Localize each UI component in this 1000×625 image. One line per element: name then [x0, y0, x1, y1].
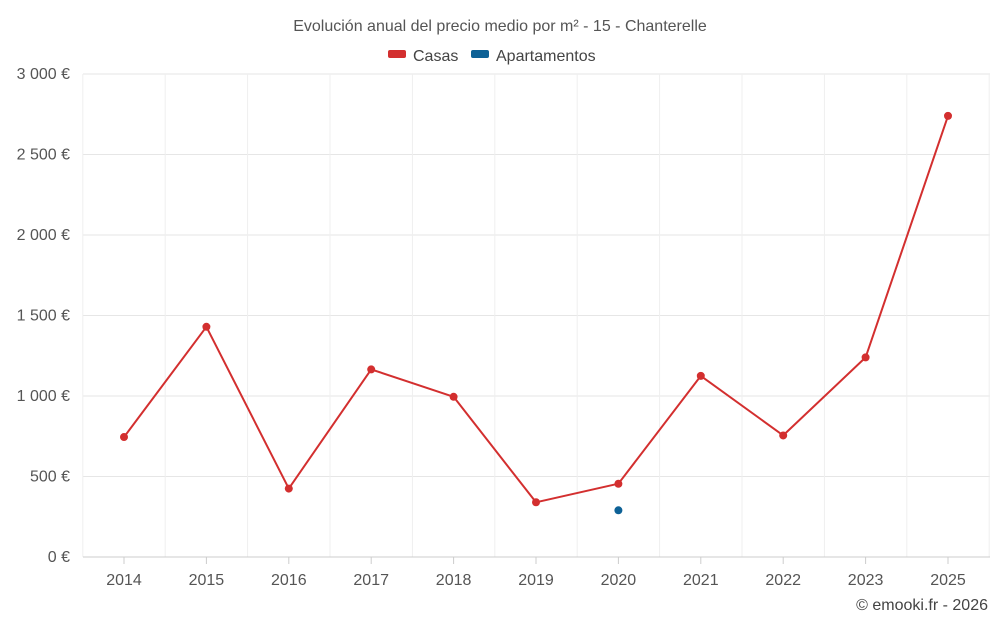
- y-tick-label: 2 000 €: [17, 227, 70, 244]
- data-point-apartamentos: [614, 506, 623, 515]
- legend-swatch-apartamentos: [471, 50, 489, 58]
- legend-swatch-casas: [388, 50, 406, 58]
- data-point-casas: [532, 498, 540, 507]
- data-point-casas: [449, 392, 458, 401]
- x-tick-label: 2021: [683, 572, 719, 589]
- y-tick-label: 1 500 €: [17, 308, 70, 325]
- data-point-casas: [202, 322, 211, 331]
- x-tick-label: 2020: [601, 572, 637, 589]
- x-tick-label: 2023: [848, 572, 884, 589]
- data-point-casas: [284, 484, 293, 493]
- y-tick-label: 3 000 €: [17, 66, 70, 83]
- data-point-casas: [120, 433, 128, 442]
- legend-item-casas[interactable]: Casas: [388, 48, 458, 65]
- x-tick-label: 2018: [436, 572, 472, 589]
- y-tick-label: 500 €: [30, 469, 70, 486]
- grid: [82, 73, 990, 557]
- legend-label-apartamentos: Apartamentos: [496, 48, 596, 65]
- x-tick-label: 2016: [271, 572, 307, 589]
- series: [120, 111, 952, 515]
- y-tick-label: 1 000 €: [17, 388, 70, 405]
- x-tick-label: 2014: [106, 572, 142, 589]
- y-tick-label: 0 €: [48, 549, 70, 566]
- x-tick-label: 2017: [353, 572, 389, 589]
- x-tick-label: 2019: [518, 572, 554, 589]
- data-point-casas: [944, 111, 952, 120]
- x-tick-label: 2025: [930, 572, 966, 589]
- x-tick-label: 2022: [765, 572, 801, 589]
- x-tick-label: 2015: [189, 572, 225, 589]
- data-point-casas: [614, 479, 623, 488]
- legend-item-apartamentos[interactable]: Apartamentos: [471, 48, 596, 65]
- data-point-casas: [367, 365, 376, 374]
- data-point-casas: [696, 371, 705, 380]
- axes: 0 € 500 € 1 000 € 1 500 € 2 000 € 2 500 € 3 00…: [17, 66, 990, 589]
- data-point-casas: [861, 353, 870, 362]
- y-tick-label: 2 500 €: [17, 147, 70, 164]
- data-point-casas: [779, 431, 788, 440]
- legend-label-casas: Casas: [413, 48, 458, 65]
- credit-text: © emooki.fr - 2026: [856, 597, 988, 614]
- legend[interactable]: Casas Apartamentos: [388, 48, 596, 65]
- chart-title: Evolución anual del precio medio por m² …: [293, 18, 707, 35]
